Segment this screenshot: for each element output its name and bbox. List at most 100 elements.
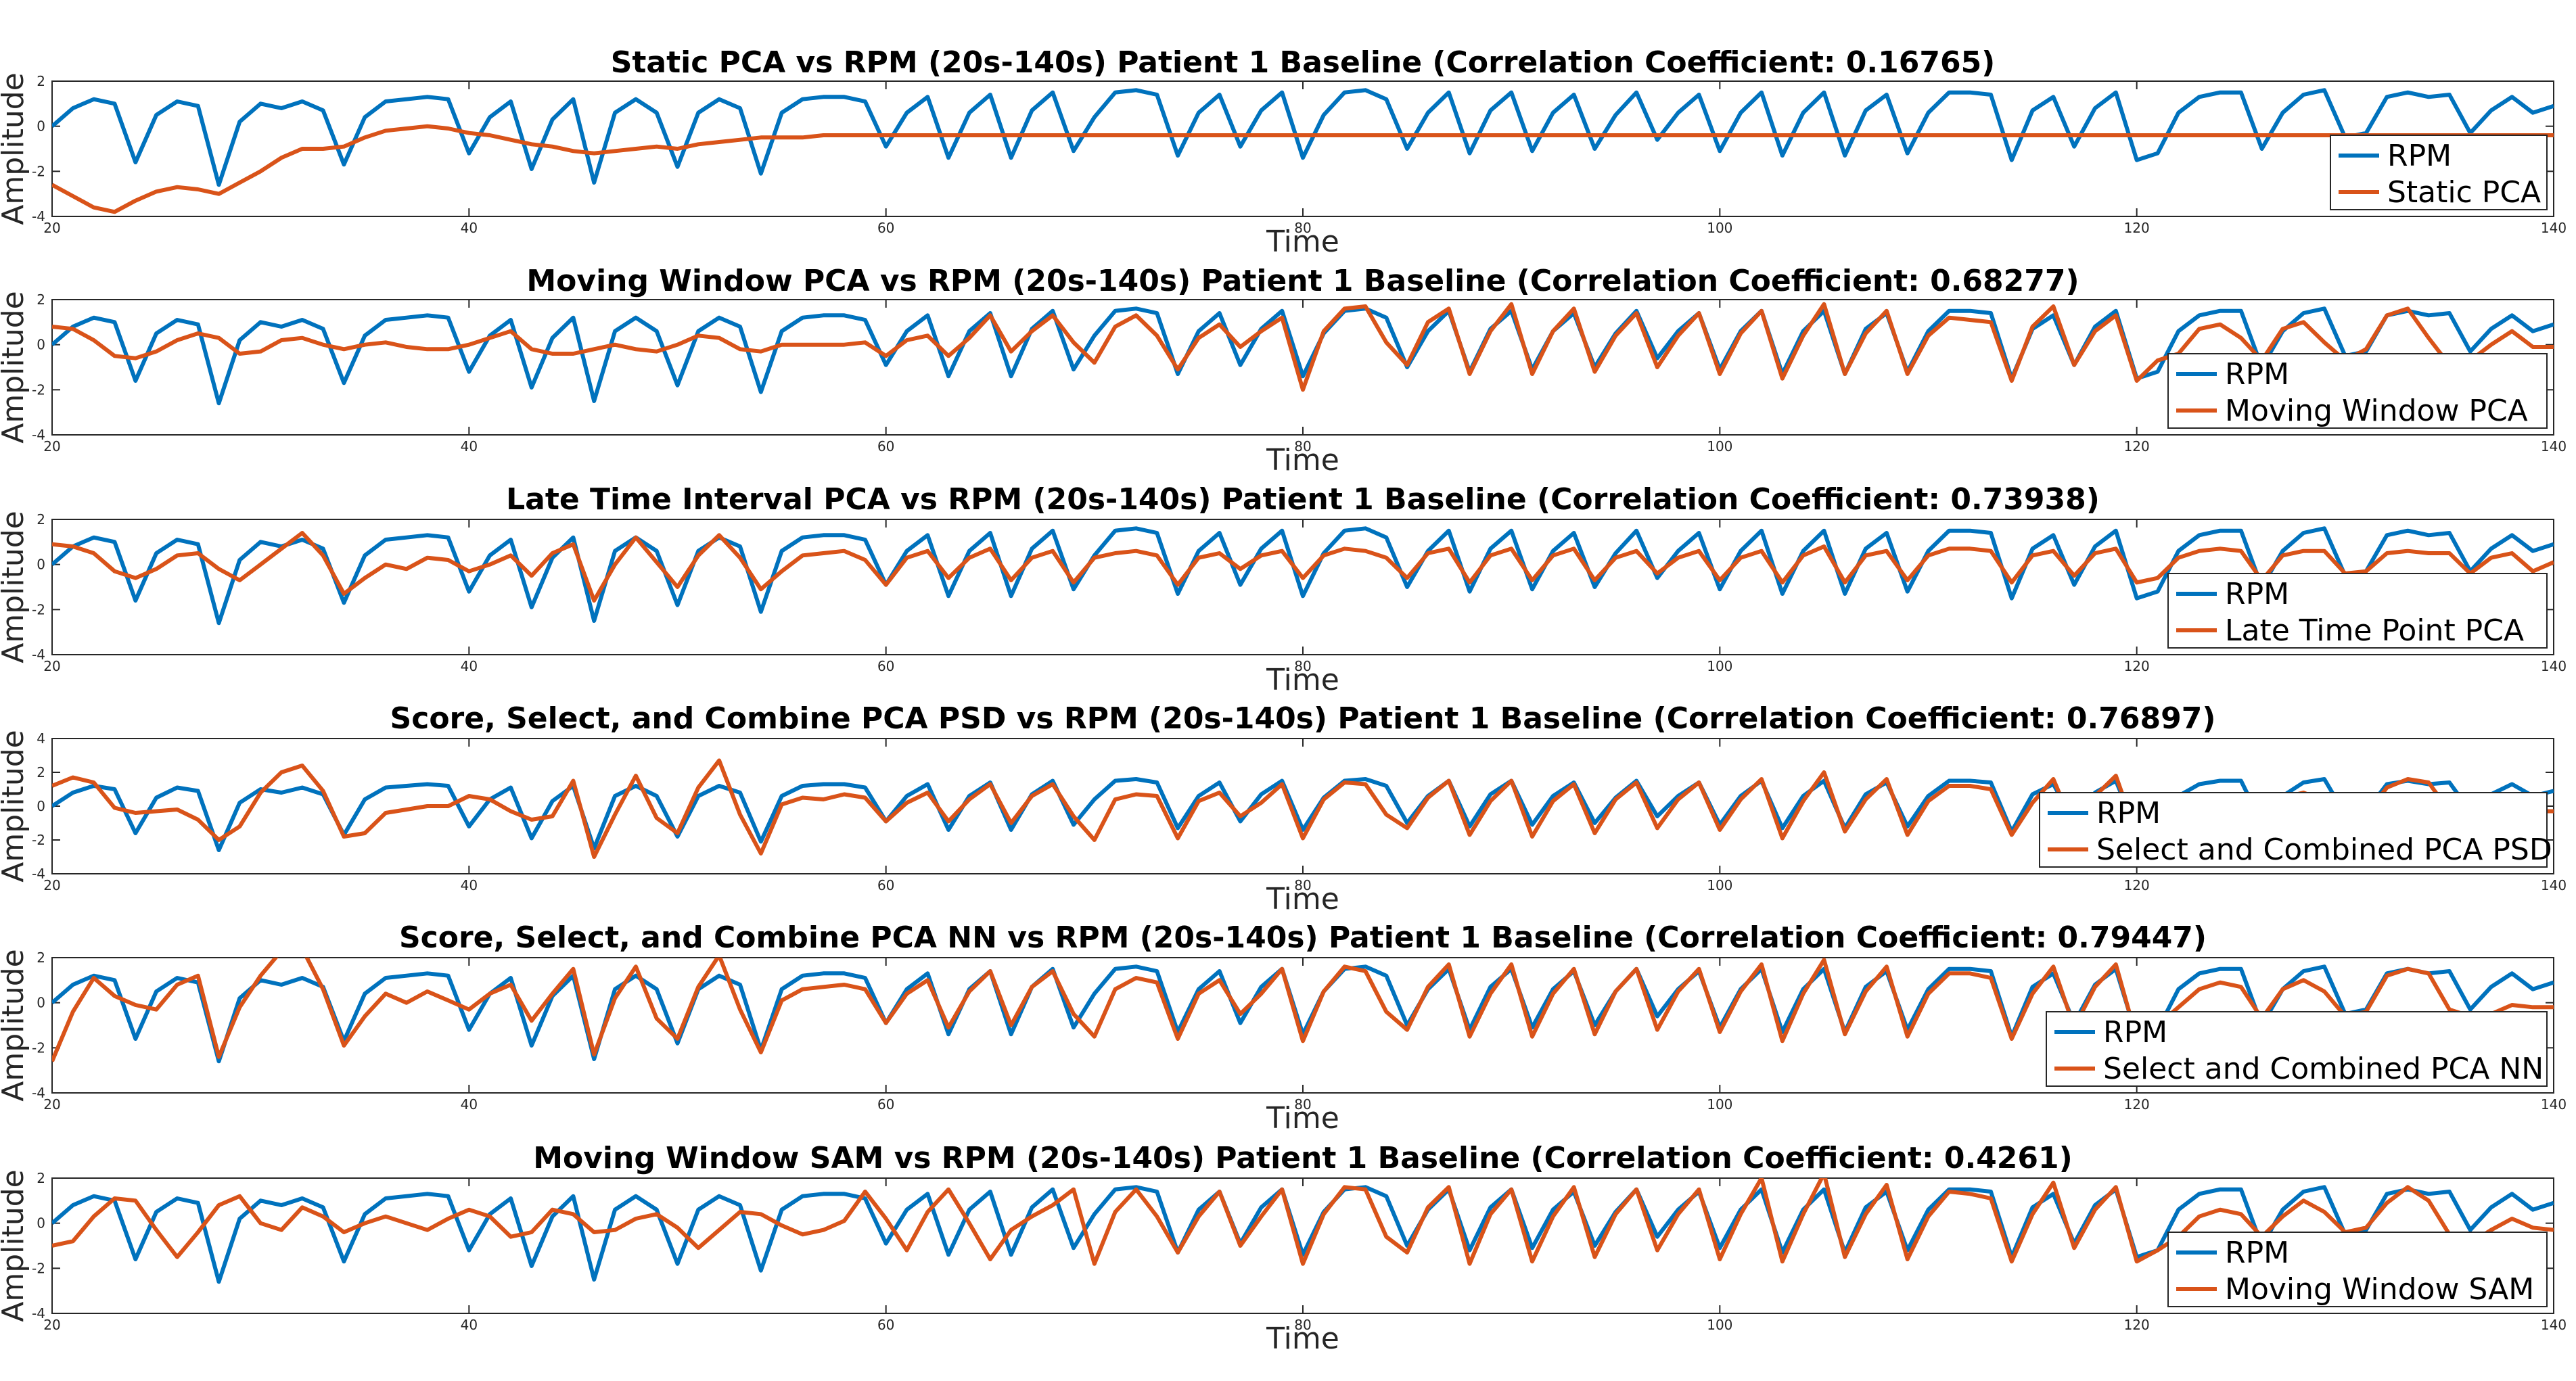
chart-title: Moving Window SAM vs RPM (20s-140s) Pati… [533,1141,2073,1175]
subplot-3: Late Time Interval PCA vs RPM (20s-140s)… [0,482,2567,697]
x-tick-label: 40 [461,220,478,236]
y-axis-label: Amplitude [0,949,30,1101]
x-tick-label: 140 [2541,220,2567,236]
x-tick-label: 40 [461,877,478,893]
legend-label: RPM [2225,577,2289,611]
x-tick-label: 20 [43,438,60,454]
y-tick-label: -4 [32,208,45,225]
subplot-5: Score, Select, and Combine PCA NN vs RPM… [0,920,2567,1136]
y-tick-label: -4 [32,866,45,882]
subplot-4: Score, Select, and Combine PCA PSD vs RP… [0,701,2567,916]
plot-area [51,80,2554,217]
legend-box [2330,135,2548,210]
x-tick-label: 20 [43,658,60,674]
x-tick-label: 140 [2541,877,2567,893]
x-tick-label: 60 [877,1096,894,1113]
x-tick-label: 100 [1707,1317,1732,1333]
x-tick-label: 120 [2124,877,2150,893]
x-tick-label: 120 [2124,438,2150,454]
x-tick-label: 60 [877,220,894,236]
subplot-6: Moving Window SAM vs RPM (20s-140s) Pati… [0,1141,2567,1356]
y-tick-label: 0 [37,118,45,135]
y-tick-label: 0 [37,995,45,1011]
x-tick-label: 20 [43,877,60,893]
x-tick-label: 120 [2124,1096,2150,1113]
y-tick-label: 2 [37,73,45,89]
x-tick-label: 120 [2124,658,2150,674]
x-tick-label: 100 [1707,438,1732,454]
y-axis-label: Amplitude [0,1169,30,1321]
series-line-2 [52,1178,2554,1266]
x-tick-label: 140 [2541,1096,2567,1113]
x-tick-label: 60 [877,877,894,893]
series-line-2 [52,531,2554,603]
x-axis-label: Time [1266,443,1339,477]
x-tick-label: 100 [1707,1096,1732,1113]
legend-box [2039,792,2548,868]
y-tick-label: -2 [32,1039,45,1056]
legend-box [2167,573,2548,649]
legend-label: Moving Window SAM [2225,1272,2534,1307]
y-axis-label: Amplitude [0,291,30,443]
series-line-2 [52,302,2554,392]
x-tick-label: 80 [1294,658,1311,674]
y-tick-label: 0 [37,557,45,573]
series-line-2 [52,124,2554,214]
x-tick-label: 20 [43,1096,60,1113]
y-tick-label: 2 [37,1170,45,1186]
x-axis-label: Time [1266,882,1339,916]
legend-label: RPM [2387,139,2452,173]
y-tick-label: -4 [32,647,45,663]
x-axis-label: Time [1266,1321,1339,1356]
chart-title: Late Time Interval PCA vs RPM (20s-140s)… [506,482,2100,517]
x-tick-label: 120 [2124,220,2150,236]
legend-label: RPM [2225,1236,2289,1270]
y-tick-label: 2 [37,764,45,780]
legend-box [2167,1232,2548,1307]
y-axis-label: Amplitude [0,511,30,663]
x-tick-label: 100 [1707,658,1732,674]
x-tick-label: 60 [877,1317,894,1333]
y-axis-label: Amplitude [0,730,30,882]
y-tick-label: -2 [32,381,45,398]
x-tick-label: 140 [2541,438,2567,454]
y-tick-label: -2 [32,832,45,848]
x-tick-label: 140 [2541,1317,2567,1333]
y-tick-label: 2 [37,950,45,966]
y-tick-label: 2 [37,511,45,528]
x-tick-label: 80 [1294,1317,1311,1333]
x-axis-label: Time [1266,663,1339,697]
series-line-1 [52,526,2554,626]
y-tick-label: -4 [32,1085,45,1101]
series-line-1 [52,88,2554,187]
legend-label: Moving Window PCA [2225,394,2528,428]
x-tick-label: 80 [1294,877,1311,893]
y-axis-label: Amplitude [0,72,30,225]
x-tick-label: 40 [461,1096,478,1113]
x-tick-label: 40 [461,438,478,454]
y-tick-label: 0 [37,798,45,814]
legend-label: RPM [2225,357,2289,392]
y-tick-label: -2 [32,601,45,617]
x-tick-label: 140 [2541,658,2567,674]
legend-box [2046,1011,2548,1087]
legend-label: Static PCA [2387,175,2541,210]
y-tick-label: -2 [32,1260,45,1276]
x-tick-label: 100 [1707,220,1732,236]
x-tick-label: 80 [1294,1096,1311,1113]
y-tick-label: 0 [37,337,45,353]
x-tick-label: 60 [877,658,894,674]
legend-label: Select and Combined PCA NN [2103,1052,2544,1086]
subplot-1: Static PCA vs RPM (20s-140s) Patient 1 B… [0,45,2567,259]
x-axis-label: Time [1266,225,1339,259]
x-tick-label: 40 [461,658,478,674]
y-tick-label: 4 [37,730,45,747]
chart-title: Moving Window PCA vs RPM (20s-140s) Pati… [526,264,2079,298]
x-axis-label: Time [1266,1101,1339,1136]
legend-box [2167,353,2548,429]
x-tick-label: 120 [2124,1317,2150,1333]
